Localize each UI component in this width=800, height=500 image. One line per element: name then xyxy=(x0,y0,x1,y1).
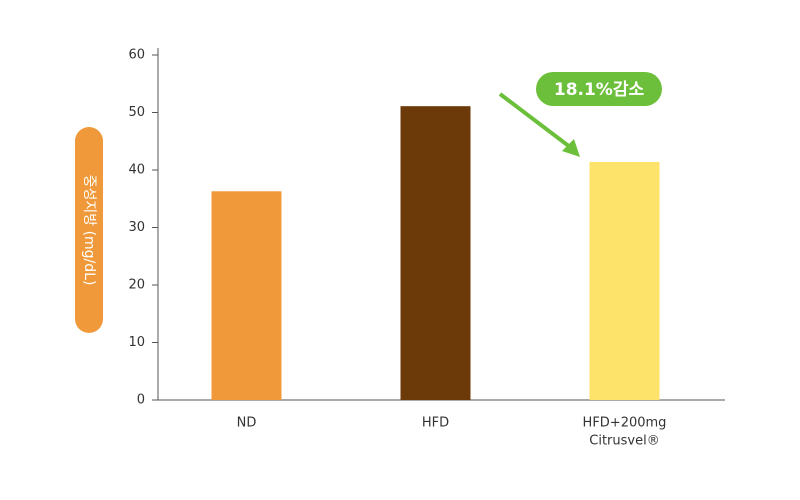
bar xyxy=(400,106,471,401)
x-tick-label: HFD xyxy=(422,416,449,431)
y-tick-label: 60 xyxy=(128,48,145,63)
arrow-head xyxy=(562,139,580,157)
annotation-pill xyxy=(536,72,662,106)
x-tick-label: Citrusvel® xyxy=(589,434,659,449)
y-tick-label: 10 xyxy=(128,335,145,350)
arrow-shaft xyxy=(498,92,576,152)
y-axis-label: 중성지방 (mg/dL) xyxy=(81,175,97,286)
y-tick-label: 50 xyxy=(128,105,145,120)
x-tick-label: ND xyxy=(237,416,257,431)
y-tick-label: 20 xyxy=(128,278,145,293)
y-tick-label: 30 xyxy=(128,220,145,235)
bar xyxy=(589,161,660,400)
y-tick-label: 0 xyxy=(137,393,145,408)
x-tick-label: HFD+200mg xyxy=(583,416,667,431)
bar xyxy=(211,191,282,400)
annotation: 18.1%감소 xyxy=(554,80,645,100)
y-label-pill xyxy=(75,127,103,333)
y-tick-label: 40 xyxy=(128,163,145,178)
